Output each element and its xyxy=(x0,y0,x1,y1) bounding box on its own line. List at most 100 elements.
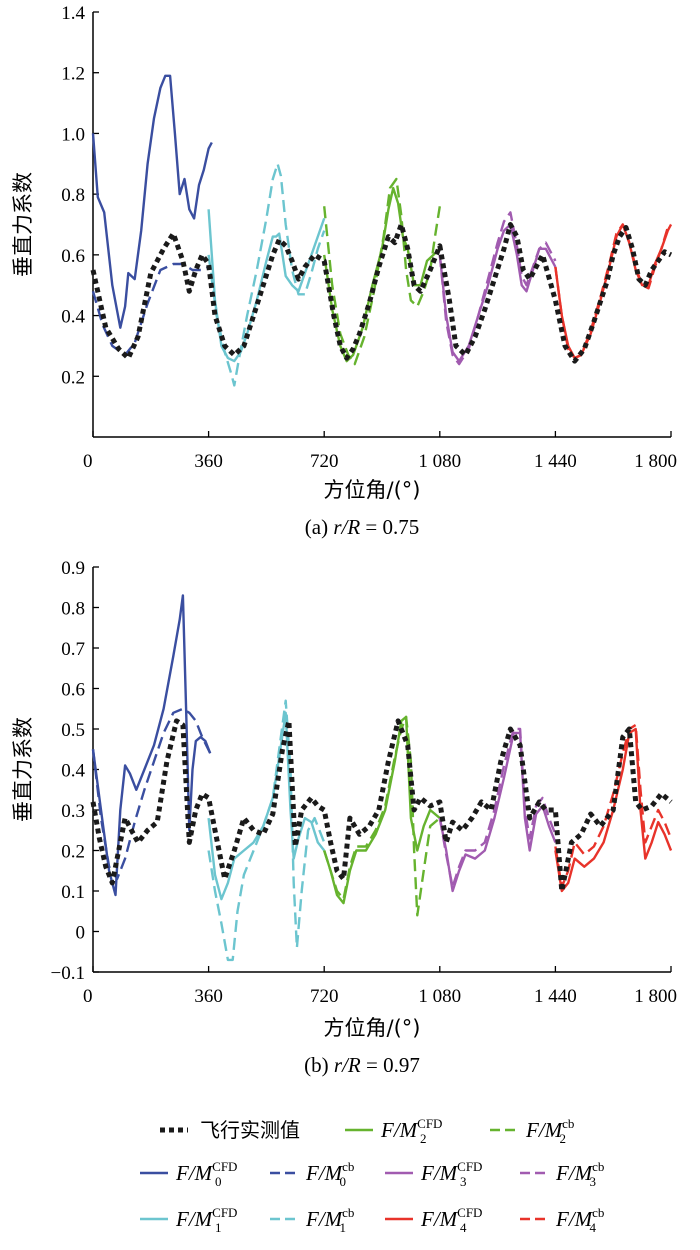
series-line-F3cb xyxy=(438,211,557,366)
y-tick-label: 1.4 xyxy=(61,3,85,24)
legend-label-main: F/M xyxy=(305,1207,344,1231)
y-tick-label: 0.3 xyxy=(61,801,85,822)
legend-label-main: F/M xyxy=(420,1207,459,1231)
y-tick-label: 0.9 xyxy=(61,558,85,579)
x-axis-label: 方位角/(°) xyxy=(324,1016,421,1040)
x-tick-label: 0 xyxy=(83,451,93,472)
legend-label: F/Mcb 2 xyxy=(525,1116,574,1146)
series-line-F3CFD xyxy=(438,223,557,363)
caption-var: r/R xyxy=(333,515,360,539)
legend-item-F4CFD: F/MCFD 4 xyxy=(385,1205,482,1235)
x-tick-label: 1 800 xyxy=(634,986,677,1007)
legend-label: F/MCFD 3 xyxy=(420,1159,482,1189)
y-tick-label: −0.1 xyxy=(51,963,85,984)
legend-item-F3cb: F/Mcb 3 xyxy=(520,1159,604,1189)
x-tick-label: 1 080 xyxy=(418,451,461,472)
legend-label: F/MCFD 2 xyxy=(380,1116,442,1146)
panel-caption: (a) r/R = 0.75 xyxy=(305,515,420,539)
legend-label-sub: 3 xyxy=(460,1174,467,1189)
legend-label-sub: 4 xyxy=(460,1220,467,1235)
legend-item-flight: 飞行实测值 xyxy=(160,1118,300,1142)
legend-label-sub: 2 xyxy=(559,1131,566,1146)
legend-label-sub: 1 xyxy=(215,1220,222,1235)
series-line-flight xyxy=(90,718,673,894)
legend-item-F4cb: F/Mcb 4 xyxy=(520,1205,604,1235)
caption-value: = 0.75 xyxy=(360,515,419,539)
series-line-F3CFD xyxy=(438,731,557,893)
legend-label-sub: 2 xyxy=(420,1131,427,1146)
legend-item-F1cb: F/Mcb 1 xyxy=(270,1205,354,1235)
legend-label-sup: CFD xyxy=(417,1116,442,1131)
legend-label: F/MCFD 0 xyxy=(175,1159,237,1189)
x-tick-label: 720 xyxy=(310,451,339,472)
x-tick-label: 360 xyxy=(194,451,223,472)
x-tick-label: 360 xyxy=(194,986,223,1007)
panel-caption: (b) r/R = 0.97 xyxy=(304,1053,420,1077)
x-tick-label: 1 080 xyxy=(418,986,461,1007)
legend-label-sub: 0 xyxy=(339,1174,346,1189)
caption-prefix: (b) xyxy=(304,1053,334,1077)
series-line-flight xyxy=(90,222,673,364)
series-line-F4cb xyxy=(554,723,673,889)
series-line-F4cb xyxy=(554,223,672,360)
legend-label-main: F/M xyxy=(420,1161,459,1185)
y-tick-label: 0 xyxy=(76,923,86,944)
series-line-F0cb xyxy=(91,707,212,881)
x-tick-label: 1 440 xyxy=(534,986,577,1007)
legend: 飞行实测值 F/MCFD 2 F/Mcb 2F/MCFD 0 F/Mcb 0 F/MCFD 3 F/… xyxy=(140,1116,604,1235)
y-tick-label: 0.4 xyxy=(61,307,85,328)
legend-label: F/Mcb 0 xyxy=(305,1159,354,1189)
series-line-F1cb xyxy=(207,162,326,387)
panel-b: −0.100.10.20.30.40.50.60.70.80.90 360 720 1… xyxy=(11,558,677,1077)
legend-item-F3CFD: F/MCFD 3 xyxy=(385,1159,482,1189)
legend-label-sub: 0 xyxy=(215,1174,222,1189)
legend-item-F2cb: F/Mcb 2 xyxy=(490,1116,574,1146)
legend-label: 飞行实测值 xyxy=(200,1118,300,1142)
legend-label: F/Mcb 4 xyxy=(555,1205,604,1235)
legend-label-main: F/M xyxy=(175,1161,214,1185)
series-line-F2cb xyxy=(323,177,441,366)
y-tick-label: 0.7 xyxy=(61,639,85,660)
y-tick-label: 0.6 xyxy=(61,680,85,701)
legend-item-F2CFD: F/MCFD 2 xyxy=(345,1116,442,1146)
series-line-F0CFD xyxy=(91,594,212,897)
legend-label-sup: CFD xyxy=(457,1159,482,1174)
series-line-F0CFD xyxy=(91,74,213,329)
x-tick-label: 720 xyxy=(310,986,339,1007)
legend-label: F/MCFD 1 xyxy=(175,1205,237,1235)
legend-label-sup: CFD xyxy=(212,1205,237,1220)
y-tick-label: 0.8 xyxy=(61,599,85,620)
y-tick-label: 0.6 xyxy=(61,246,85,267)
legend-label: F/MCFD 4 xyxy=(420,1205,482,1235)
caption-value: = 0.97 xyxy=(361,1053,420,1077)
series-line-F1CFD xyxy=(207,209,326,363)
legend-item-F0CFD: F/MCFD 0 xyxy=(140,1159,237,1189)
legend-label-sup: cb xyxy=(342,1205,354,1220)
series-line-F2cb xyxy=(323,715,441,917)
y-tick-label: 1.2 xyxy=(61,64,85,85)
legend-label-sup: cb xyxy=(562,1116,574,1131)
x-axis-label: 方位角/(°) xyxy=(324,478,421,502)
series-line-F1CFD xyxy=(207,711,326,901)
legend-label: F/Mcb 3 xyxy=(555,1159,604,1189)
legend-label-sub: 1 xyxy=(339,1220,346,1235)
legend-item-F1CFD: F/MCFD 1 xyxy=(140,1205,237,1235)
y-tick-label: 0.5 xyxy=(61,720,85,741)
legend-label-main: F/M xyxy=(525,1118,564,1142)
legend-label-main: F/M xyxy=(555,1161,594,1185)
legend-label-sup: cb xyxy=(592,1205,604,1220)
legend-label-main: F/M xyxy=(305,1161,344,1185)
legend-item-F0cb: F/Mcb 0 xyxy=(270,1159,354,1189)
y-tick-label: 0.8 xyxy=(61,185,85,206)
series-line-F0cb xyxy=(91,262,210,357)
y-tick-label: 1.0 xyxy=(61,124,85,145)
y-tick-label: 0.1 xyxy=(61,882,85,903)
x-tick-label: 0 xyxy=(83,986,93,1007)
y-tick-label: 0.2 xyxy=(61,367,85,388)
legend-label-sub: 3 xyxy=(589,1174,596,1189)
x-tick-label: 1 800 xyxy=(634,451,677,472)
legend-label: F/Mcb 1 xyxy=(305,1205,354,1235)
legend-label-sup: CFD xyxy=(212,1159,237,1174)
legend-label-sup: CFD xyxy=(457,1205,482,1220)
